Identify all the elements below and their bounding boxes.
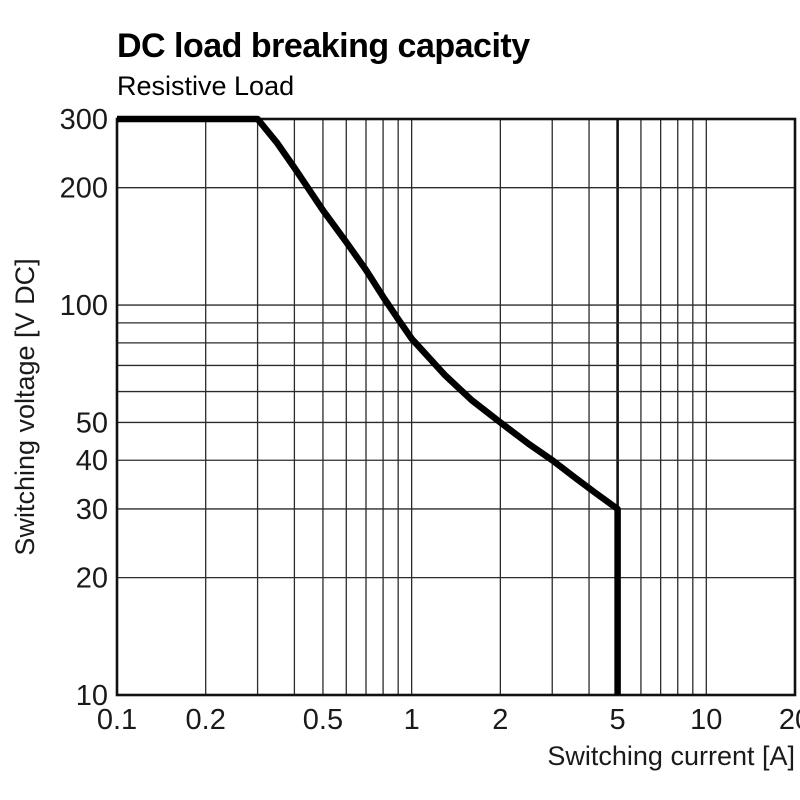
y-tick-label: 300: [60, 104, 108, 136]
y-axis-tick-labels: 300 200 100 50 40 30 20 10: [60, 104, 108, 712]
chart-subtitle: Resistive Load: [117, 71, 294, 101]
breaking-capacity-curve: [117, 115, 621, 695]
y-tick-label: 50: [76, 407, 108, 439]
x-tick-label: 1: [404, 704, 420, 736]
x-tick-label: 0.5: [303, 704, 343, 736]
y-tick-label: 10: [76, 680, 108, 712]
x-tick-label: 2: [492, 704, 508, 736]
x-tick-label: 10: [690, 704, 722, 736]
x-tick-label: 0.2: [186, 704, 226, 736]
y-tick-label: 200: [60, 173, 108, 205]
x-axis-title: Switching current [A]: [547, 741, 795, 771]
x-axis-tick-labels: 0.1 0.2 0.5 1 2 5 10 20: [97, 704, 800, 736]
x-tick-label: 20: [779, 704, 800, 736]
chart-title: DC load breaking capacity: [117, 27, 530, 65]
y-tick-label: 40: [76, 445, 108, 477]
y-tick-label: 100: [60, 290, 108, 322]
y-tick-label: 20: [76, 563, 108, 595]
x-gridlines: [205, 119, 707, 695]
y-tick-label: 30: [76, 494, 108, 526]
y-gridlines: [117, 187, 795, 579]
y-axis-title: Switching voltage [V DC]: [10, 258, 40, 555]
x-tick-label: 5: [610, 704, 626, 736]
x-tick-label: 0.1: [97, 704, 137, 736]
plot-frame: [115, 117, 797, 697]
